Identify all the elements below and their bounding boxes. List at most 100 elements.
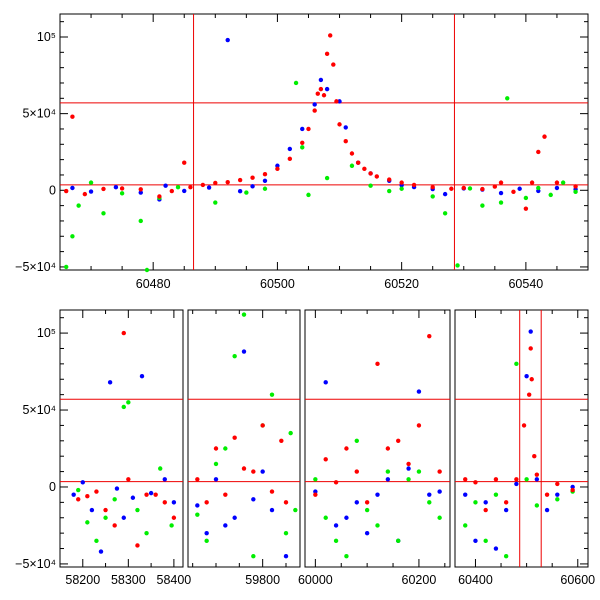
- x-tick-label: 60520: [384, 277, 419, 291]
- top-plot-frame: [59, 13, 589, 271]
- data-point: [331, 62, 336, 67]
- data-point: [323, 380, 328, 385]
- data-point: [283, 500, 289, 505]
- data-point: [324, 51, 330, 57]
- data-point: [213, 446, 219, 451]
- data-point: [528, 346, 533, 351]
- data-point: [511, 189, 516, 195]
- data-point: [121, 515, 126, 520]
- y-tick-label: 10⁵: [37, 326, 56, 340]
- data-point: [493, 477, 499, 482]
- data-point: [374, 174, 379, 179]
- data-point: [349, 151, 355, 156]
- data-point: [318, 77, 324, 83]
- data-point: [241, 349, 247, 354]
- data-point: [542, 134, 547, 139]
- data-point: [437, 515, 442, 520]
- data-point: [195, 512, 200, 517]
- data-point: [529, 377, 534, 382]
- x-tick-label: 60200: [402, 573, 437, 587]
- data-point: [467, 186, 473, 191]
- data-point: [275, 166, 280, 172]
- data-point: [113, 185, 119, 190]
- data-point: [463, 492, 468, 497]
- data-point: [483, 507, 488, 513]
- data-point: [503, 554, 509, 559]
- data-point: [262, 171, 268, 177]
- data-point: [514, 361, 519, 367]
- data-point: [80, 480, 85, 485]
- data-point: [300, 145, 305, 150]
- data-point: [554, 185, 560, 191]
- data-point: [306, 192, 311, 198]
- data-point: [364, 530, 370, 536]
- data-point: [188, 185, 193, 190]
- data-point: [493, 546, 499, 551]
- data-point: [85, 520, 90, 525]
- data-point: [171, 515, 177, 520]
- data-point: [437, 489, 442, 494]
- data-point: [406, 466, 411, 471]
- data-point: [204, 530, 209, 536]
- data-point: [300, 140, 305, 145]
- data-point: [204, 538, 209, 544]
- data-point: [480, 203, 485, 208]
- data-point: [94, 538, 99, 544]
- data-point: [300, 126, 305, 132]
- data-point: [262, 178, 268, 183]
- data-point: [534, 477, 540, 482]
- data-point: [554, 180, 560, 185]
- data-point: [396, 538, 401, 544]
- data-point: [250, 184, 255, 189]
- data-point: [524, 373, 529, 379]
- data-point: [182, 160, 187, 165]
- x-tick-label: 60480: [136, 277, 171, 291]
- data-point: [241, 312, 247, 317]
- data-point: [162, 500, 167, 505]
- data-point: [126, 477, 131, 482]
- data-point: [555, 497, 560, 502]
- y-tick-label: 0: [49, 183, 56, 197]
- data-point: [385, 477, 391, 482]
- data-point: [337, 99, 342, 104]
- data-point: [523, 206, 529, 211]
- data-point: [195, 477, 200, 482]
- data-point: [101, 186, 106, 192]
- x-tick-label: 60000: [298, 573, 333, 587]
- data-point: [344, 515, 349, 520]
- data-point: [333, 523, 339, 528]
- data-point: [94, 489, 99, 494]
- data-point: [232, 435, 237, 440]
- data-point: [343, 125, 348, 130]
- data-point: [213, 180, 218, 186]
- x-tick-label: 60600: [560, 573, 595, 587]
- data-point: [375, 492, 380, 497]
- data-point: [324, 175, 330, 181]
- data-point: [406, 477, 411, 482]
- data-point: [269, 507, 275, 513]
- data-point: [283, 554, 289, 559]
- data-point: [260, 469, 265, 474]
- data-point: [144, 267, 150, 273]
- data-point: [385, 446, 391, 451]
- data-point: [387, 177, 392, 182]
- data-point: [498, 180, 504, 185]
- data-point: [523, 195, 529, 201]
- data-point: [138, 218, 143, 224]
- data-point: [449, 186, 454, 191]
- data-point: [312, 108, 317, 113]
- data-point: [442, 211, 448, 216]
- data-point: [241, 466, 247, 471]
- data-point: [250, 175, 255, 180]
- data-point: [232, 353, 237, 359]
- data-point: [71, 492, 76, 497]
- data-point: [411, 182, 417, 188]
- data-point: [555, 481, 560, 487]
- data-point: [354, 500, 359, 505]
- data-point: [313, 489, 318, 494]
- data-point: [364, 507, 370, 513]
- data-point: [362, 166, 367, 172]
- x-tick-label: 60500: [260, 277, 295, 291]
- data-point: [416, 389, 422, 394]
- data-point: [121, 404, 126, 410]
